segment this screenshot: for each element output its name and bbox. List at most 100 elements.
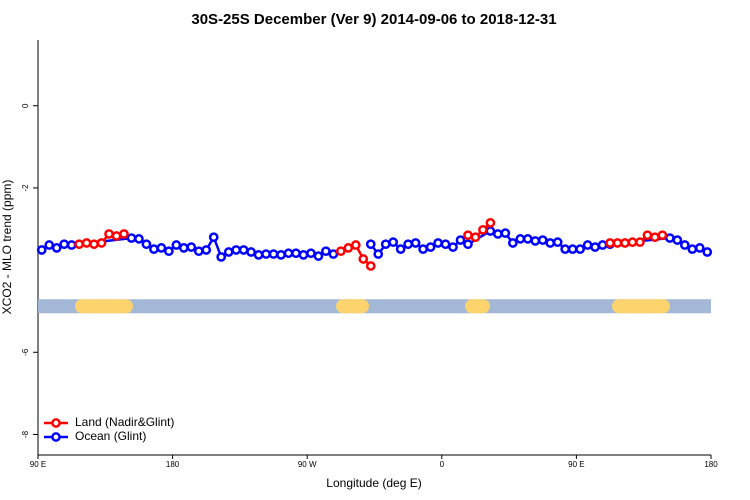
point (440, 239, 451, 250)
land-band (74, 299, 133, 314)
point (268, 249, 279, 259)
x-tick-label: 180 (166, 460, 180, 469)
point (336, 246, 346, 257)
legend-marker (51, 432, 61, 442)
y-tick-label: -2 (21, 184, 30, 192)
legend-marker (51, 418, 61, 428)
point (485, 217, 496, 228)
point (201, 245, 212, 255)
point (59, 239, 70, 250)
legend-label: Ocean (Glint) (75, 429, 146, 443)
point (104, 229, 114, 239)
point (597, 240, 608, 250)
point (425, 242, 436, 252)
point (485, 226, 496, 236)
point (679, 240, 690, 250)
point (545, 238, 556, 248)
point (223, 247, 234, 257)
point (365, 239, 376, 250)
point (470, 232, 481, 243)
point (231, 245, 242, 255)
y-axis-label: XCO2 - MLO trend (ppm) (0, 180, 14, 315)
x-tick-label: 90 E (568, 460, 584, 469)
point (141, 239, 152, 250)
point (567, 244, 578, 254)
land-band (611, 299, 671, 314)
point (463, 230, 473, 241)
point (410, 238, 421, 248)
point (395, 244, 406, 254)
chart-title: 30S-25S December (Ver 9) 2014-09-06 to 2… (191, 11, 556, 28)
point (81, 238, 92, 248)
point (590, 242, 600, 252)
point (149, 244, 159, 254)
point (276, 250, 286, 260)
point (575, 244, 585, 254)
point (313, 251, 324, 261)
x-tick-label: 180 (704, 460, 718, 469)
point (507, 238, 518, 248)
point (343, 243, 354, 253)
point (246, 247, 256, 257)
point (126, 233, 137, 243)
point (186, 242, 197, 252)
point (552, 237, 563, 248)
point (291, 248, 301, 259)
point (620, 238, 630, 248)
ocean-band (38, 299, 711, 314)
point (96, 238, 107, 248)
point (44, 240, 55, 250)
point (208, 232, 219, 243)
point (156, 243, 167, 253)
point (306, 248, 316, 259)
point (522, 234, 533, 244)
point (171, 240, 182, 250)
point (582, 240, 593, 250)
point (328, 249, 339, 259)
point (36, 245, 47, 255)
point (350, 240, 361, 250)
point (537, 235, 548, 245)
point (493, 229, 503, 239)
point (216, 252, 227, 262)
point (530, 236, 541, 246)
point (635, 237, 645, 248)
point (365, 261, 376, 271)
point (193, 246, 204, 257)
point (657, 230, 668, 241)
point (164, 246, 174, 257)
point (694, 243, 705, 253)
point (74, 239, 84, 250)
point (560, 244, 571, 254)
x-tick-label: 90 W (298, 460, 317, 469)
point (500, 228, 511, 238)
x-axis-label: Longitude (deg E) (326, 476, 421, 490)
point (373, 249, 384, 259)
point (66, 240, 77, 250)
point (111, 231, 122, 241)
point (253, 250, 264, 260)
point (283, 248, 294, 259)
x-tick-label: 90 E (30, 460, 46, 469)
point (612, 238, 623, 248)
point (261, 249, 271, 259)
point (455, 235, 466, 245)
point (418, 244, 428, 254)
point (605, 238, 615, 248)
point (51, 243, 62, 253)
legend-label: Land (Nadir&Glint) (75, 415, 174, 429)
y-tick-label: -6 (21, 348, 30, 356)
point (463, 239, 473, 250)
point (433, 238, 443, 248)
point (687, 244, 698, 254)
point (238, 245, 249, 255)
land-band (464, 299, 490, 314)
point (298, 250, 309, 260)
point (380, 239, 391, 250)
y-tick-label: -8 (21, 430, 30, 438)
point (321, 246, 331, 257)
point (515, 234, 526, 244)
point (650, 232, 660, 243)
point (388, 237, 399, 248)
